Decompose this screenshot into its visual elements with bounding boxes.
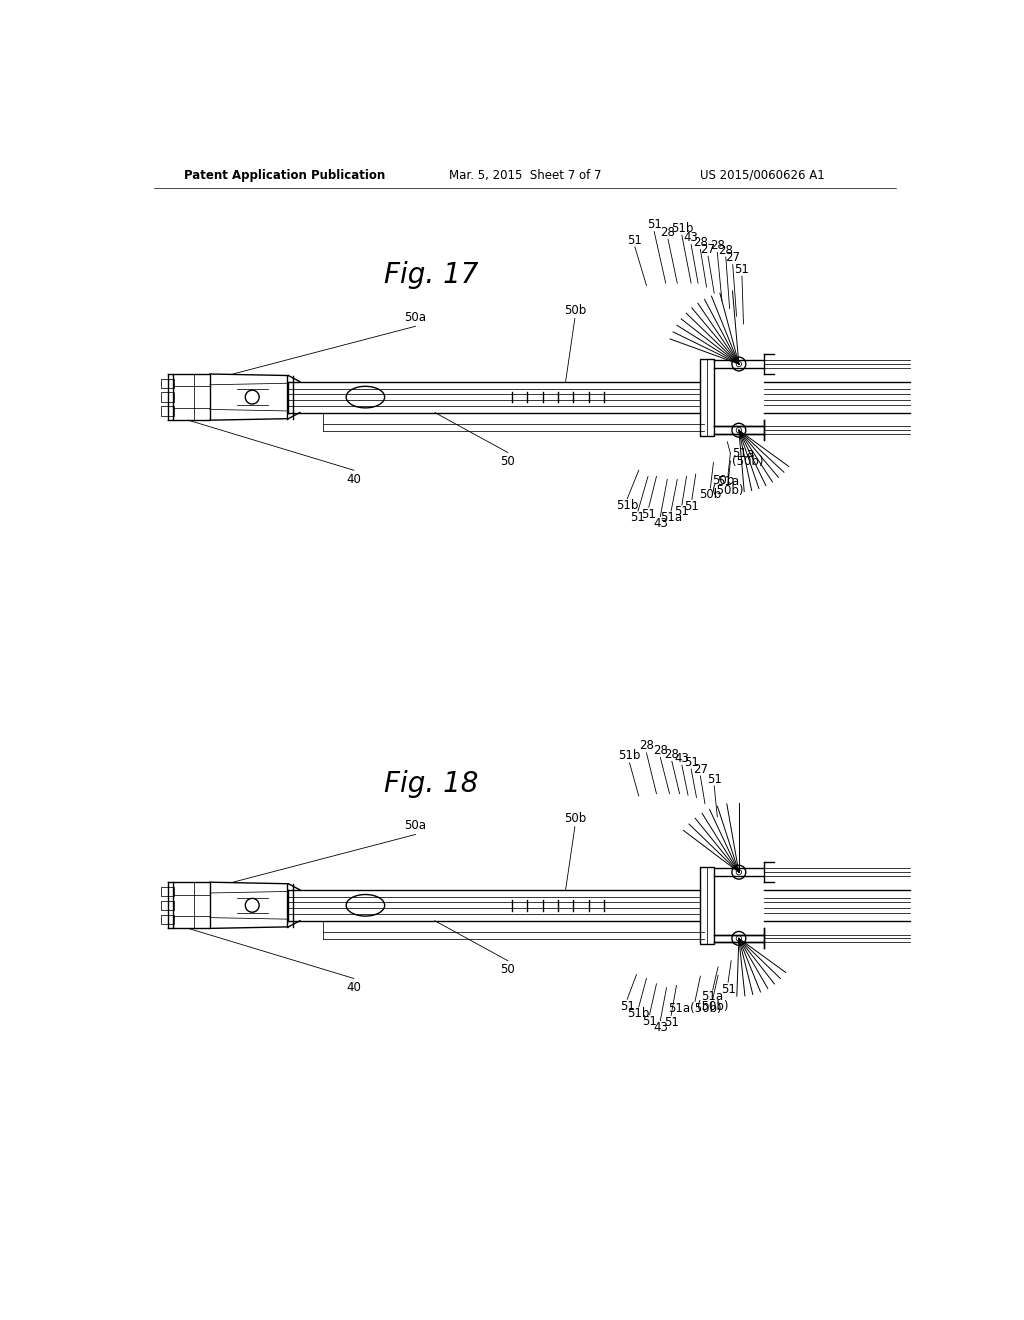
Text: Fig. 17: Fig. 17 (384, 261, 478, 289)
Text: 51a: 51a (717, 474, 739, 487)
Text: Patent Application Publication: Patent Application Publication (184, 169, 385, 182)
Bar (161, 379, 174, 388)
Text: 51a: 51a (701, 990, 724, 1003)
Text: 51: 51 (641, 508, 656, 520)
Text: 51a: 51a (732, 446, 754, 459)
Text: 28: 28 (718, 243, 733, 256)
Text: 27: 27 (693, 763, 708, 776)
Text: 43: 43 (675, 751, 689, 764)
Text: 40: 40 (346, 981, 361, 994)
Text: 51: 51 (675, 506, 689, 519)
Text: 50b: 50b (564, 812, 586, 825)
Text: 43: 43 (653, 517, 668, 529)
Text: 50: 50 (501, 454, 515, 467)
Text: 51a(50b): 51a(50b) (668, 1002, 722, 1015)
Text: 51: 51 (647, 218, 662, 231)
Text: 51: 51 (707, 772, 722, 785)
Text: 28: 28 (710, 239, 725, 252)
Text: 51b: 51b (671, 222, 693, 235)
Bar (700, 867, 714, 944)
Bar (173, 882, 210, 928)
Text: 51b: 51b (618, 750, 641, 763)
Text: 51a: 51a (660, 511, 682, 524)
Text: 51: 51 (734, 263, 750, 276)
Bar (161, 900, 174, 909)
Text: 43: 43 (684, 231, 698, 244)
Bar (700, 359, 714, 436)
Text: 28: 28 (665, 748, 679, 760)
Text: 28: 28 (639, 739, 654, 752)
Text: 40: 40 (346, 473, 361, 486)
Text: 28: 28 (660, 226, 676, 239)
Text: 51: 51 (642, 1015, 657, 1028)
Text: 43: 43 (653, 1022, 668, 1035)
Bar (173, 374, 210, 420)
Text: 51: 51 (664, 1016, 679, 1028)
Text: 50b: 50b (699, 488, 722, 502)
Text: 51: 51 (628, 234, 642, 247)
Text: 28: 28 (693, 236, 708, 249)
Text: Fig. 18: Fig. 18 (384, 770, 478, 797)
Text: 51b: 51b (616, 499, 638, 512)
Text: 27: 27 (700, 243, 716, 256)
Text: 27: 27 (725, 251, 740, 264)
Bar (161, 407, 174, 416)
Text: 50: 50 (501, 962, 515, 975)
Text: 50b: 50b (564, 304, 586, 317)
Text: 51: 51 (631, 511, 645, 524)
Text: 51: 51 (721, 982, 735, 995)
Text: 51: 51 (684, 500, 699, 513)
Bar (161, 915, 174, 924)
Text: Mar. 5, 2015  Sheet 7 of 7: Mar. 5, 2015 Sheet 7 of 7 (449, 169, 601, 182)
Text: 50b: 50b (712, 474, 734, 487)
Text: 50a: 50a (404, 312, 426, 325)
Text: US 2015/0060626 A1: US 2015/0060626 A1 (699, 169, 824, 182)
Bar (161, 392, 174, 401)
Text: (50b): (50b) (732, 455, 764, 469)
Text: 51: 51 (684, 755, 698, 768)
Bar (161, 887, 174, 896)
Text: 51: 51 (620, 999, 635, 1012)
Text: (50b): (50b) (713, 483, 743, 496)
Text: 28: 28 (653, 744, 668, 758)
Text: (50b): (50b) (697, 999, 728, 1012)
Text: 51b: 51b (628, 1007, 650, 1020)
Text: 50a: 50a (404, 820, 426, 833)
